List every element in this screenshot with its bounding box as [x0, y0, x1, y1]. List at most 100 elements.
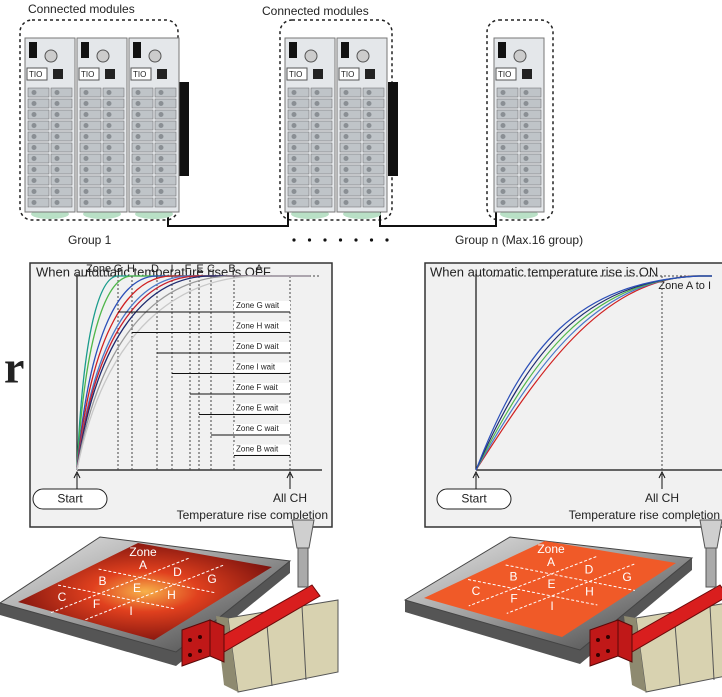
rise-curve [475, 275, 712, 471]
machine-seam [709, 605, 715, 681]
terminal [362, 175, 385, 186]
heat-area [424, 541, 676, 637]
zone-letter: D [151, 263, 159, 275]
terminal-screw [366, 167, 372, 172]
terminal-screw [523, 145, 529, 150]
terminal-screw [83, 101, 89, 106]
zone-cell: F [93, 597, 100, 611]
panel-frame [424, 262, 722, 528]
terminal-screw [366, 90, 372, 95]
side-cover [178, 82, 189, 176]
terminal [102, 98, 125, 109]
terminal [154, 153, 177, 164]
end-arrow [658, 470, 666, 489]
terminal-screw [366, 145, 372, 150]
module-port [157, 69, 167, 79]
terminal-screw [291, 90, 297, 95]
plate-title: Zone [129, 545, 157, 559]
terminal-screw [523, 101, 529, 106]
terminal [287, 164, 310, 175]
rise-curve [76, 275, 310, 471]
zone-divider [468, 556, 597, 607]
terminal-screw [314, 167, 320, 172]
terminal [339, 186, 362, 197]
terminal-screw [366, 189, 372, 194]
module-tag [78, 67, 100, 81]
terminal-screw [523, 156, 529, 161]
terminal-screw [500, 156, 506, 161]
terminal-screw [366, 112, 372, 117]
terminal [131, 164, 154, 175]
terminal [154, 186, 177, 197]
terminal-screw [343, 167, 349, 172]
terminal-screw [523, 90, 529, 95]
terminal-screw [500, 145, 506, 150]
terminal [27, 153, 50, 164]
module-display [498, 42, 506, 58]
terminal [79, 120, 102, 131]
terminal [79, 164, 102, 175]
terminal-screw [343, 101, 349, 106]
terminal-screw [135, 123, 141, 128]
terminal [339, 153, 362, 164]
terminal-screw [54, 178, 60, 183]
terminal [287, 98, 310, 109]
terminal-screw [83, 112, 89, 117]
terminal-screw [343, 112, 349, 117]
terminal-screw [291, 101, 297, 106]
terminal-screw [106, 90, 112, 95]
zone-cell: A [139, 558, 147, 572]
terminal-screw [291, 178, 297, 183]
terminal [310, 153, 333, 164]
zone-cell: E [547, 577, 555, 591]
terminal-screw [523, 167, 529, 172]
terminal-screw [314, 123, 320, 128]
terminal [27, 186, 50, 197]
terminal [496, 175, 519, 186]
terminal-screw [31, 189, 37, 194]
terminal-screw [135, 112, 141, 117]
terminal [519, 109, 542, 120]
terminal-screw [83, 167, 89, 172]
terminal-screw [158, 134, 164, 139]
terminal-screw [523, 112, 529, 117]
hopper-neck [705, 544, 717, 588]
zone-divider [468, 579, 598, 606]
module-label: TIO [81, 70, 94, 79]
terminal [362, 120, 385, 131]
terminal-screw [291, 156, 297, 161]
zone-divider [506, 563, 635, 614]
terminal [154, 120, 177, 131]
terminal-screw [291, 200, 297, 205]
module-knob [44, 49, 58, 63]
terminal [27, 87, 50, 98]
terminal-screw [314, 145, 320, 150]
terminal-screw [500, 134, 506, 139]
terminal [496, 120, 519, 131]
terminal [50, 98, 73, 109]
zone-letter: F [185, 263, 192, 275]
zone-cell: B [98, 574, 106, 588]
wait-label: Zone C wait [236, 424, 279, 433]
terminal-screw [158, 200, 164, 205]
terminal-screw [314, 134, 320, 139]
terminal-screw [31, 112, 37, 117]
terminal-screw [314, 178, 320, 183]
terminal-screw [135, 200, 141, 205]
bolt [596, 653, 600, 657]
module-label: TIO [29, 70, 42, 79]
terminal-screw [54, 90, 60, 95]
terminal [339, 87, 362, 98]
group-caption: Group 1 [68, 233, 112, 247]
terminal [519, 98, 542, 109]
terminal [287, 153, 310, 164]
terminal [519, 87, 542, 98]
terminal-screw [135, 189, 141, 194]
terminal [131, 120, 154, 131]
terminal-screw [158, 101, 164, 106]
terminal [287, 131, 310, 142]
bolt [606, 635, 610, 639]
heat-area [18, 543, 272, 640]
terminal [287, 186, 310, 197]
terminal-screw [54, 123, 60, 128]
